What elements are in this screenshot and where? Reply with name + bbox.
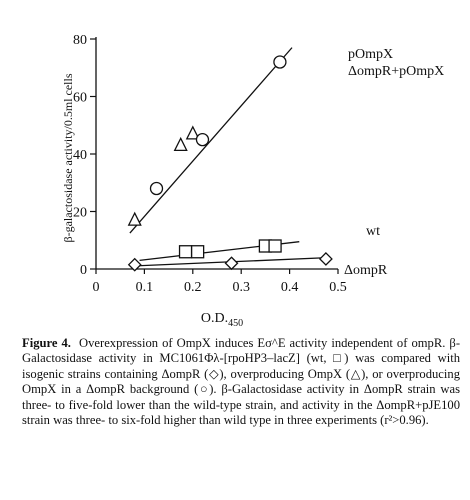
diamond-marker <box>224 256 239 271</box>
y-tick-label: 20 <box>73 206 87 221</box>
circle-marker <box>149 181 164 196</box>
caption-label: Figure 4. <box>22 336 71 350</box>
figure-caption: Figure 4. Overexpression of OmpX induces… <box>22 336 460 428</box>
x-axis-label-subscript: 450 <box>228 318 243 329</box>
triangle-marker <box>185 125 200 140</box>
ticks: 0 20 40 60 80 0 0.1 0.2 0.3 0.4 0.5 <box>73 33 347 295</box>
chart: 0 20 40 60 80 0 0.1 0.2 0.3 0.4 0.5 pOmpX ΔompR+pOm… <box>61 33 444 329</box>
y-axis-label: β-galactosidase activity/0.5ml cells <box>61 73 75 242</box>
diamond-marker <box>127 257 142 272</box>
data-points <box>127 55 333 272</box>
y-tick-label: 80 <box>73 33 87 48</box>
series-labels: pOmpX ΔompR+pOmpX wt ΔompR <box>344 47 444 278</box>
x-tick-label: 0.2 <box>184 280 202 295</box>
triangle-marker <box>173 136 188 152</box>
caption-text: Overexpression of OmpX induces Eσ^E acti… <box>22 336 461 428</box>
x-tick-label: 0.5 <box>329 280 347 295</box>
fit-line <box>129 47 293 234</box>
series-label-pompx: pOmpX <box>348 47 393 62</box>
y-tick-label: 60 <box>73 91 87 106</box>
diamond-marker <box>318 252 333 266</box>
series-label-wt: wt <box>366 224 380 239</box>
square-marker <box>190 245 205 259</box>
triangle-marker <box>127 211 142 226</box>
fit-lines <box>129 47 331 267</box>
y-tick-label: 0 <box>80 263 87 278</box>
y-tick-label: 40 <box>73 148 87 163</box>
x-axis-label-main: O.D. <box>201 311 228 326</box>
x-tick-label: 0 <box>93 280 100 295</box>
x-tick-label: 0.3 <box>232 280 250 295</box>
x-axis-label: O.D.450 <box>201 311 243 329</box>
series-label-ompr-pompx: ΔompR+pOmpX <box>348 64 444 79</box>
x-tick-label: 0.1 <box>136 280 154 295</box>
circle-marker <box>273 55 287 69</box>
circle-marker <box>195 132 210 147</box>
series-label-ompr: ΔompR <box>344 263 388 278</box>
x-tick-label: 0.4 <box>281 280 299 295</box>
square-marker <box>178 245 193 259</box>
axes <box>95 37 338 270</box>
square-marker <box>268 239 282 253</box>
